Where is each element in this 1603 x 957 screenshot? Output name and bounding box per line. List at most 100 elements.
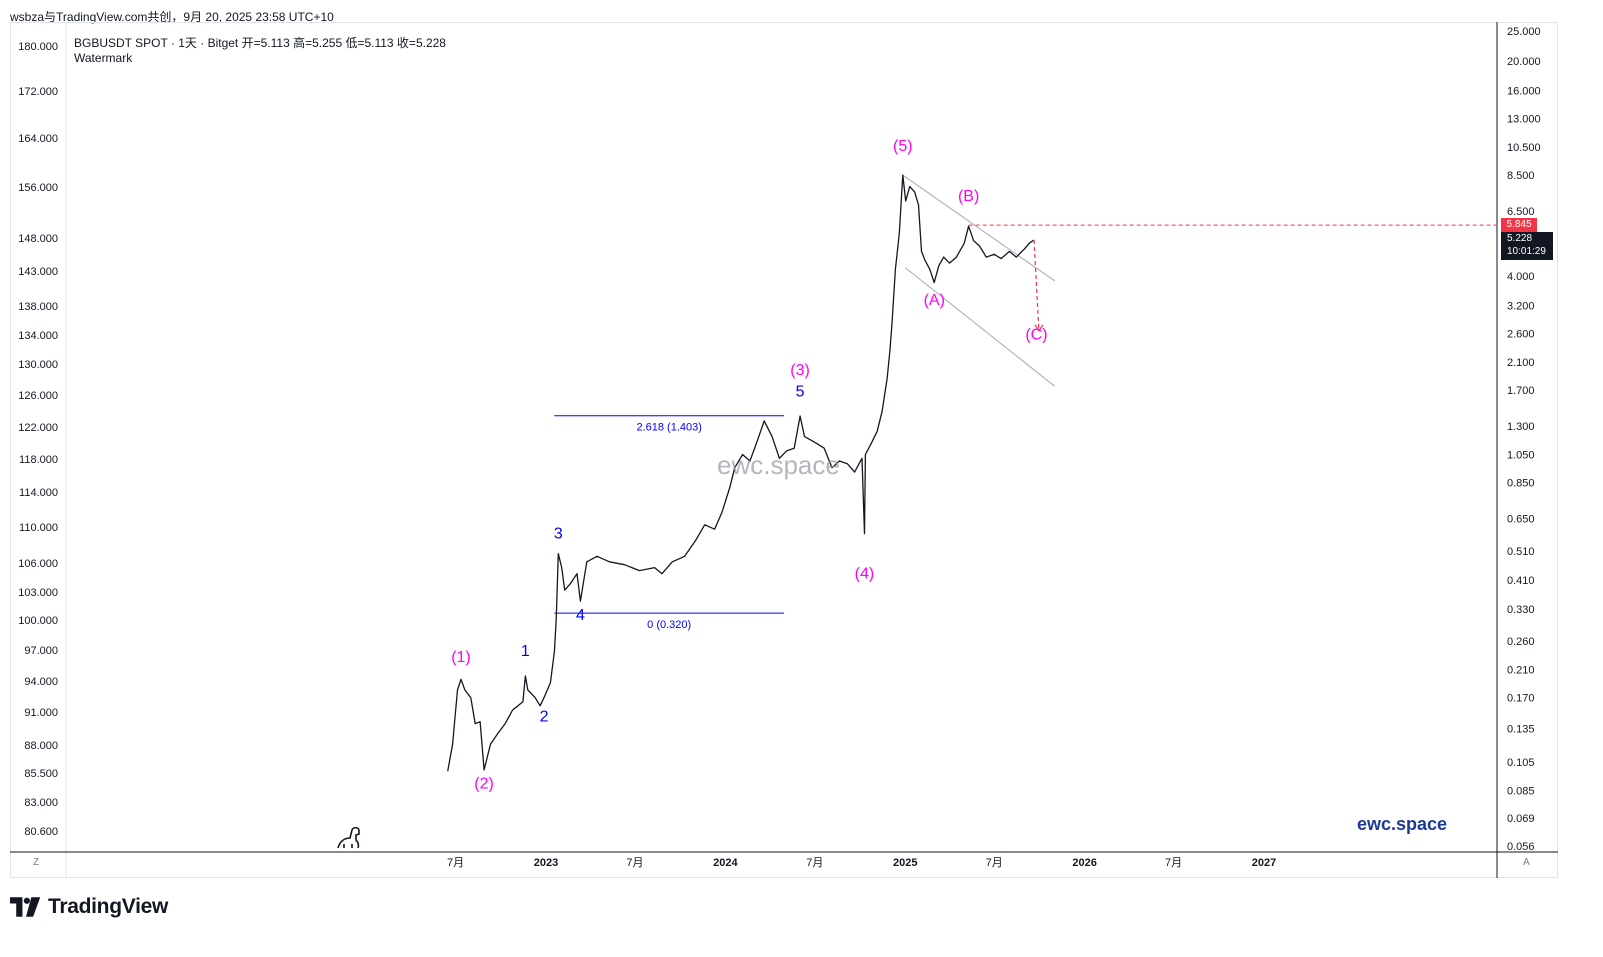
auto-scale-button[interactable]: A — [1523, 857, 1530, 868]
right-axis-tick-label: 0.260 — [1507, 636, 1535, 648]
tradingview-logo-text: TradingView — [48, 895, 169, 918]
wave-label: (1) — [451, 649, 471, 666]
left-axis-tick-label: 110.000 — [19, 522, 58, 534]
price-series — [447, 174, 1035, 772]
left-axis-tick-label: 164.000 — [18, 133, 58, 145]
chart-frame — [10, 22, 1558, 878]
left-axis-tick-label: 91.000 — [24, 707, 58, 719]
left-axis-tick-label: 80.600 — [24, 826, 58, 838]
right-axis-tick-label: 20.000 — [1507, 56, 1541, 68]
wave-label: (A) — [924, 292, 945, 309]
left-axis-tick-label: 172.000 — [18, 86, 58, 98]
last-price-badge: 5.228 10:01:29 — [1501, 232, 1553, 260]
left-axis-tick-label: 126.000 — [18, 390, 58, 402]
symbol-legend[interactable]: BGBUSDT SPOT · 1天 · Bitget 开=5.113 高=5.2… — [74, 36, 446, 50]
left-axis-tick-label: 134.000 — [18, 330, 58, 342]
countdown-timer: 10:01:29 — [1507, 246, 1546, 257]
right-axis-tick-label: 1.700 — [1507, 385, 1535, 397]
price-line — [447, 174, 1035, 772]
left-axis-tick-label: 138.000 — [18, 301, 58, 313]
time-axis-tick-label: 7月 — [626, 857, 643, 869]
left-axis-tick-label: 88.000 — [24, 740, 58, 752]
wave-label: 3 — [554, 525, 563, 542]
right-axis-tick-label: 0.410 — [1507, 575, 1535, 587]
header-title: wsbza与TradingView.com共创，9月 20, 2025 23:5… — [10, 10, 334, 24]
right-axis-tick-label: 1.050 — [1507, 449, 1535, 461]
left-axis-tick-label: 156.000 — [18, 182, 58, 194]
left-axis-tick-label: 94.000 — [24, 676, 58, 688]
right-axis-tick-label: 0.105 — [1507, 757, 1535, 769]
right-axis-tick-label: 4.000 — [1507, 271, 1535, 283]
left-axis-tick-label: 118.000 — [19, 454, 58, 466]
channel-upper-line — [902, 174, 1055, 282]
chart-watermark: ewc.space — [717, 450, 840, 480]
left-axis-tick-label: 122.000 — [18, 422, 58, 434]
right-axis-tick-label: 0.210 — [1507, 664, 1535, 676]
left-axis-tick-label: 106.000 — [18, 558, 58, 570]
wave-label: (2) — [474, 776, 494, 793]
right-axis-tick-label: 1.300 — [1507, 421, 1535, 433]
tradingview-logo[interactable]: TradingView — [10, 893, 168, 921]
indicator-legend[interactable]: Watermark — [74, 51, 133, 65]
right-axis-tick-label: 0.170 — [1507, 693, 1535, 705]
wave-label: 1 — [521, 643, 530, 660]
ewc-brand-text: ewc.space — [1357, 814, 1448, 834]
tradingview-logo-icon — [10, 897, 41, 917]
left-axis-tick-label: 103.000 — [18, 587, 58, 599]
projection-arrow-line — [1033, 239, 1040, 331]
left-axis-tick-label: 97.000 — [24, 645, 58, 657]
right-axis-tick-label: 0.850 — [1507, 478, 1535, 490]
time-axis-tick-label: 2025 — [893, 857, 917, 869]
right-axis-tick-label: 0.069 — [1507, 813, 1535, 825]
time-axis-tick-label: 7月 — [986, 857, 1003, 869]
channel-lower-line — [904, 267, 1056, 387]
right-price-axis[interactable]: 25.000 20.000 16.000 13.000 10.500 8.500 6.500… — [1507, 26, 1541, 853]
resistance-price-badge: 5.845 — [1501, 218, 1537, 232]
right-axis-tick-label: 6.500 — [1507, 206, 1535, 218]
fib-level-label: 2.618 (1.403) — [636, 422, 701, 434]
projection-overlay[interactable] — [968, 224, 1497, 332]
right-axis-tick-label: 0.330 — [1507, 604, 1535, 616]
left-axis-tick-label: 100.000 — [18, 615, 58, 627]
zoom-reset-button[interactable]: Z — [33, 857, 40, 868]
time-axis-tick-label: 2024 — [713, 857, 738, 869]
left-axis-tick-label: 130.000 — [18, 359, 58, 371]
time-axis-tick-label: 2023 — [534, 857, 558, 869]
wave-label: (3) — [790, 362, 810, 379]
time-axis[interactable]: 7月 2023 7月 2024 7月 2025 7月 2026 7月 2027 — [447, 857, 1276, 869]
right-axis-tick-label: 3.200 — [1507, 301, 1535, 313]
time-axis-tick-label: 7月 — [1165, 857, 1182, 869]
time-axis-tick-label: 2027 — [1252, 857, 1276, 869]
right-axis-tick-label: 25.000 — [1507, 26, 1541, 38]
right-axis-tick-label: 13.000 — [1507, 113, 1541, 125]
right-axis-tick-label: 0.056 — [1507, 841, 1535, 853]
wave-label: (C) — [1025, 327, 1047, 344]
projection-arrow-head — [1034, 324, 1044, 332]
last-price-value: 5.228 — [1507, 233, 1533, 244]
right-axis-tick-label: 8.500 — [1507, 170, 1535, 182]
fib-extension[interactable]: 2.618 (1.403) 0 (0.320) — [554, 415, 785, 631]
left-axis-tick-label: 114.000 — [19, 487, 58, 499]
wave-label: 2 — [540, 709, 549, 726]
right-axis-tick-label: 2.600 — [1507, 328, 1535, 340]
time-axis-tick-label: 7月 — [447, 857, 464, 869]
correction-channel[interactable] — [902, 174, 1056, 387]
wave-label: (4) — [855, 565, 875, 582]
wave-label: (B) — [958, 188, 979, 205]
right-axis-tick-label: 16.000 — [1507, 86, 1541, 98]
left-axis-tick-label: 85.500 — [24, 768, 58, 780]
right-axis-tick-label: 0.085 — [1507, 785, 1535, 797]
time-axis-tick-label: 7月 — [806, 857, 823, 869]
left-price-axis[interactable]: 180.000 172.000 164.000 156.000 148.000 143.0… — [18, 41, 58, 838]
right-axis-tick-label: 2.100 — [1507, 357, 1535, 369]
fib-level-label: 0 (0.320) — [647, 619, 691, 631]
time-axis-tick-label: 2026 — [1072, 857, 1096, 869]
left-axis-tick-label: 148.000 — [18, 233, 58, 245]
wave-label: (5) — [893, 138, 913, 155]
wave-labels: (1) (2) 1 2 3 4 (3) 5 (4) (5) (A) (B) (C) — [451, 138, 1047, 793]
dino-icon — [337, 826, 360, 849]
right-axis-tick-label: 0.510 — [1507, 546, 1535, 558]
wave-label: 5 — [796, 384, 805, 401]
right-axis-tick-label: 10.500 — [1507, 142, 1541, 154]
